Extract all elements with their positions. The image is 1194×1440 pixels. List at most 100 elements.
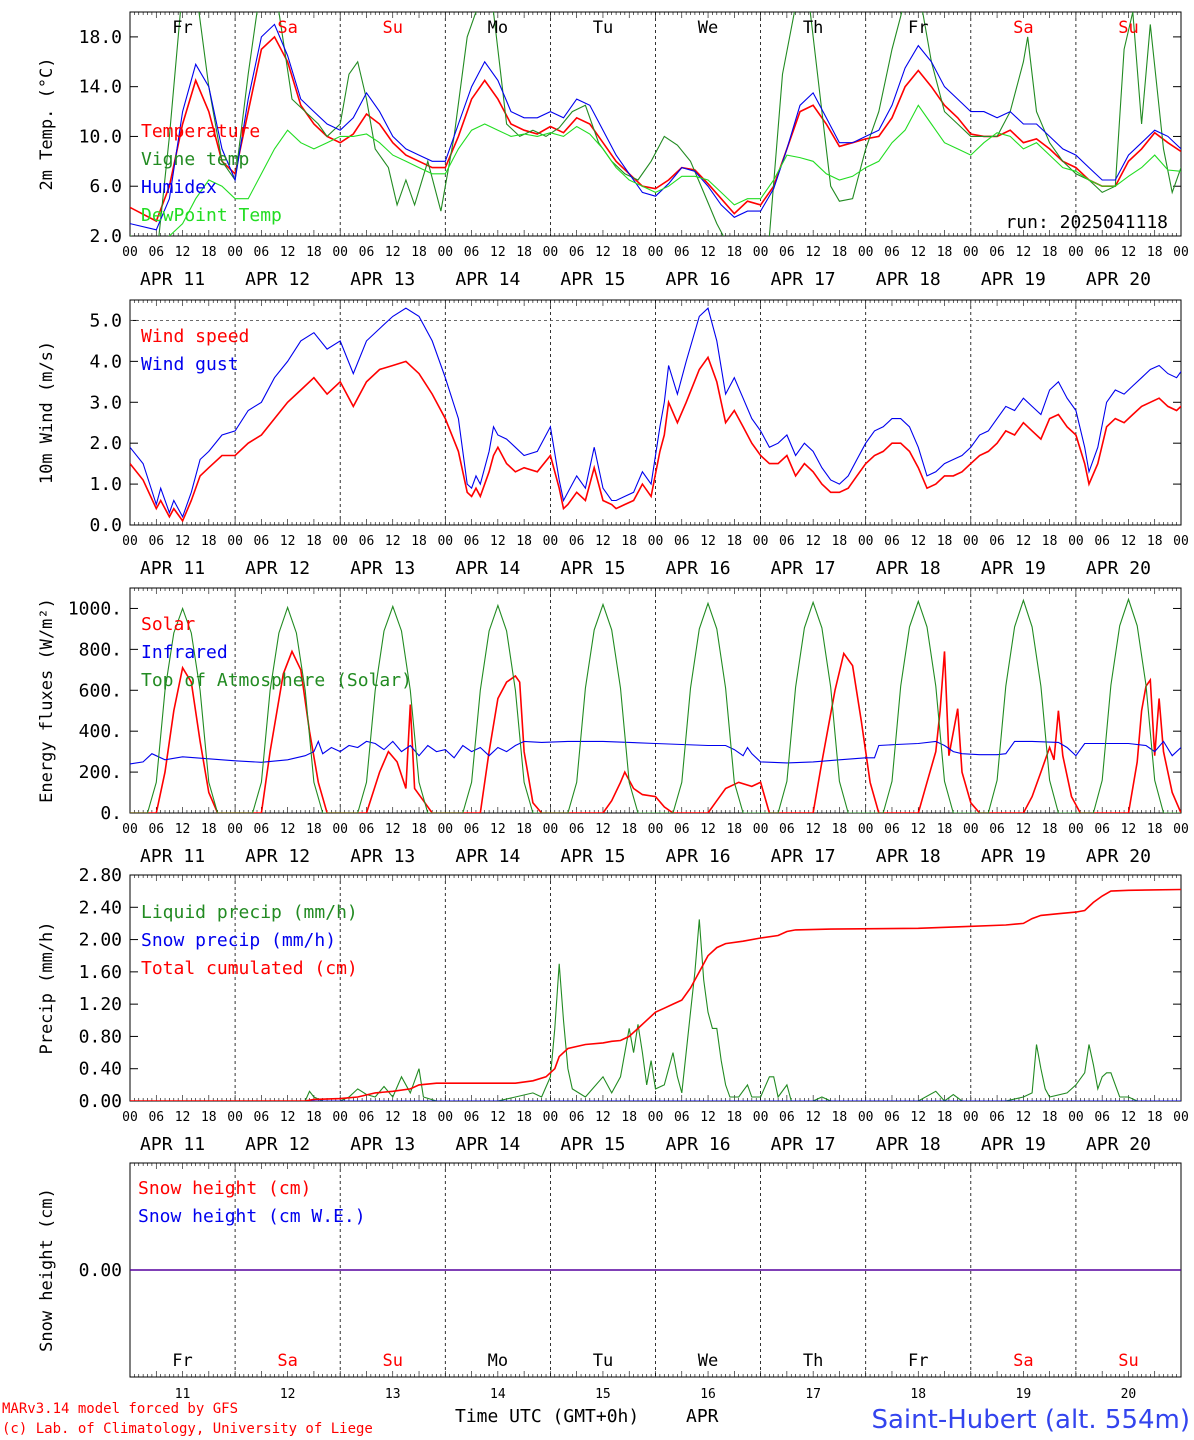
weekday-label: Sa [1013,1351,1033,1371]
day-number: 17 [805,1387,821,1402]
hour-label: 06 [254,822,270,837]
y-tick-label: 0.0 [89,515,122,536]
legend-entry: Solar [141,614,195,635]
hour-label: 18 [621,245,637,260]
date-label: APR 19 [981,558,1046,579]
hour-label: 12 [490,245,506,260]
hour-label: 06 [254,534,270,549]
y-tick-label: 0.40 [79,1059,122,1080]
hour-label: 06 [989,534,1005,549]
hour-label: 00 [753,822,769,837]
day-number: 15 [595,1387,611,1402]
weekday-label: Fr [172,18,192,38]
hour-label: 18 [1147,1110,1163,1125]
series-line-wind-speed [130,355,1181,523]
hour-label: 00 [543,534,559,549]
hour-label: 12 [700,245,716,260]
hour-label: 18 [621,1110,637,1125]
hour-label: 18 [411,245,427,260]
hour-label: 00 [332,1110,348,1125]
hour-label: 00 [1173,534,1189,549]
hour-label: 12 [595,534,611,549]
y-tick-label: 2.0 [89,226,122,247]
hour-label: 18 [1042,245,1058,260]
plot-frame [129,299,1182,526]
weekday-label: Su [1118,1351,1138,1371]
hour-label: 06 [779,1110,795,1125]
hour-label: 12 [805,1110,821,1125]
hour-label: 00 [437,1110,453,1125]
hour-label: 00 [332,534,348,549]
hour-label: 18 [726,822,742,837]
y-tick-label: 2.80 [79,865,122,886]
legend-entry: Top of Atmosphere (Solar) [141,670,412,691]
y-axis-label: Precip (mm/h) [37,921,57,1054]
hour-label: 00 [122,822,138,837]
hour-label: 18 [726,245,742,260]
date-label: APR 17 [771,1134,836,1155]
hour-label: 00 [332,822,348,837]
hour-label: 00 [227,1110,243,1125]
hour-label: 12 [910,245,926,260]
date-label: APR 12 [245,1134,310,1155]
hour-label: 18 [726,1110,742,1125]
hour-label: 00 [963,534,979,549]
hour-label: 06 [1094,245,1110,260]
panel-3: 0. 200. 400. 600. 800. 1000. Energy fluxes (W/… [37,587,1189,867]
hour-label: 06 [148,534,164,549]
weekday-label: Sa [1013,18,1033,38]
y-tick-label: 2.0 [89,433,122,454]
hour-label: 12 [595,245,611,260]
hour-label: 18 [411,534,427,549]
hour-label: 12 [280,822,296,837]
weekday-label: Th [803,18,823,38]
hour-label: 12 [490,822,506,837]
hour-label: 00 [1068,534,1084,549]
date-label: APR 15 [560,846,625,867]
hour-label: 06 [884,822,900,837]
hour-label: 00 [332,245,348,260]
hour-label: 18 [1042,534,1058,549]
weekday-label: Sa [277,18,297,38]
y-axis-label: 2m Temp. (°C) [37,57,57,190]
hour-label: 06 [989,245,1005,260]
month-label: APR [686,1406,719,1427]
hour-label: 06 [1094,1110,1110,1125]
hour-label: 12 [1016,534,1032,549]
hour-label: 06 [254,245,270,260]
hour-label: 00 [227,245,243,260]
date-label: APR 12 [245,558,310,579]
date-label: APR 13 [350,846,415,867]
hour-label: 12 [175,534,191,549]
hour-label: 06 [359,534,375,549]
panel-5: 0.00 Snow height (cm) Snow height (cm) Snow… [37,1162,1182,1378]
date-label: APR 14 [455,1134,520,1155]
weekday-label: Su [383,18,403,38]
hour-label: 06 [779,245,795,260]
plot-frame [129,587,1182,814]
legend-entry: Snow precip (mm/h) [141,930,336,951]
hour-label: 12 [700,822,716,837]
hour-label: 18 [1147,534,1163,549]
hour-label: 00 [1068,245,1084,260]
hour-label: 12 [385,245,401,260]
y-tick-label: 1.60 [79,962,122,983]
hour-label: 18 [937,245,953,260]
hour-label: 12 [595,822,611,837]
y-tick-label: 0.00 [79,1260,122,1281]
weekday-label: Fr [908,18,928,38]
date-label: APR 11 [140,558,205,579]
series-line-liquid-precip-mm-h- [130,919,1181,1101]
hour-label: 18 [1147,822,1163,837]
weekday-label: Tu [593,18,613,38]
legend-entry: DewPoint Temp [141,205,282,226]
hour-label: 12 [1016,822,1032,837]
day-number: 12 [280,1387,296,1402]
legend-entry: Wind gust [141,354,239,375]
y-tick-label: 10.0 [79,126,122,147]
hour-label: 06 [148,245,164,260]
day-number: 11 [175,1387,191,1402]
hour-label: 00 [122,245,138,260]
panel-4: 0.00 0.40 0.80 1.20 1.60 2.00 2.40 2.80 Precip (… [37,865,1189,1155]
hour-label: 06 [779,534,795,549]
